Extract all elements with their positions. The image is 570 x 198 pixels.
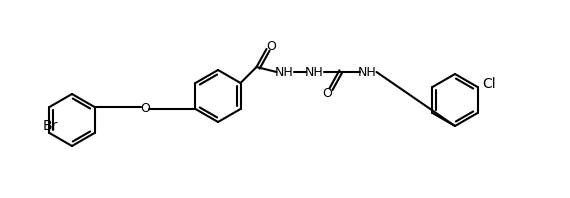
Text: NH: NH: [358, 66, 377, 78]
Text: O: O: [267, 39, 276, 52]
Text: Br: Br: [43, 119, 58, 133]
Text: O: O: [140, 102, 150, 114]
Text: NH: NH: [305, 66, 324, 78]
Text: NH: NH: [275, 66, 294, 78]
Text: O: O: [323, 87, 332, 100]
Text: Cl: Cl: [483, 77, 496, 91]
